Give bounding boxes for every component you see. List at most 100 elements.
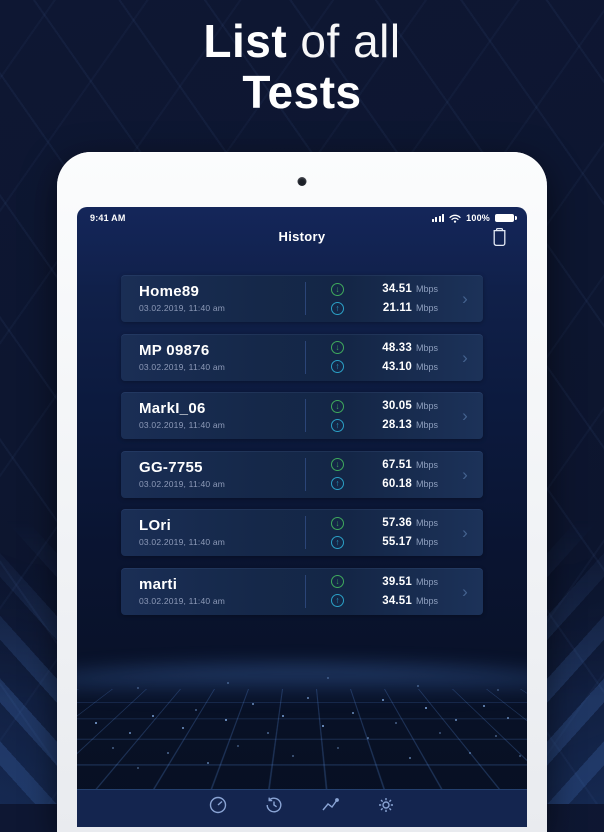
download-stat: ↓ 39.51 Mbps bbox=[331, 575, 447, 589]
row-divider bbox=[305, 282, 306, 315]
upload-stat: ↑ 21.11 Mbps bbox=[331, 301, 447, 315]
row-info: MP 09876 03.02.2019, 11:40 am bbox=[121, 341, 305, 372]
app-header: History bbox=[77, 223, 527, 263]
chart-icon bbox=[322, 798, 339, 811]
upload-stat: ↑ 55.17 Mbps bbox=[331, 535, 447, 549]
tablet-device-frame: 9:41 AM 100% History bbox=[57, 152, 547, 832]
history-row-home89[interactable]: Home89 03.02.2019, 11:40 am ↓ 34.51 Mbps… bbox=[121, 275, 483, 322]
row-speeds: ↓ 39.51 Mbps ↑ 34.51 Mbps bbox=[306, 575, 447, 608]
chevron-right-icon[interactable]: › bbox=[462, 406, 468, 425]
tab-speedtest[interactable] bbox=[208, 795, 228, 815]
upload-value: 21.11 bbox=[382, 302, 412, 314]
history-row-marki06[interactable]: MarkI_06 03.02.2019, 11:40 am ↓ 30.05 Mb… bbox=[121, 392, 483, 439]
chevron-right-icon[interactable]: › bbox=[462, 523, 468, 542]
row-speeds: ↓ 30.05 Mbps ↑ 28.13 Mbps bbox=[306, 399, 447, 432]
page-title-light: of all bbox=[287, 15, 401, 67]
download-stat: ↓ 34.51 Mbps bbox=[331, 282, 447, 296]
history-row-marti[interactable]: marti 03.02.2019, 11:40 am ↓ 39.51 Mbps … bbox=[121, 567, 483, 615]
row-info: marti 03.02.2019, 11:40 am bbox=[121, 575, 305, 606]
battery-icon bbox=[495, 213, 517, 223]
download-value: 48.33 bbox=[382, 341, 412, 354]
test-date: 03.02.2019, 11:40 am bbox=[139, 420, 226, 430]
download-value: 39.51 bbox=[382, 575, 412, 588]
test-date: 03.02.2019, 11:40 am bbox=[139, 303, 226, 313]
download-stat: ↓ 30.05 Mbps bbox=[331, 399, 447, 413]
status-indicators: 100% bbox=[431, 213, 517, 223]
download-value: 57.36 bbox=[382, 517, 412, 529]
upload-icon: ↑ bbox=[331, 535, 344, 549]
download-unit: Mbps bbox=[416, 401, 439, 411]
test-date: 03.02.2019, 11:40 am bbox=[139, 478, 226, 489]
chevron-right-icon[interactable]: › bbox=[462, 347, 468, 367]
trash-icon bbox=[493, 227, 505, 246]
tab-results[interactable] bbox=[320, 795, 340, 815]
history-row-mp09876[interactable]: MP 09876 03.02.2019, 11:40 am ↓ 48.33 Mb… bbox=[121, 333, 483, 381]
page-title-line2: Tests bbox=[242, 66, 362, 118]
upload-icon: ↑ bbox=[331, 301, 344, 315]
cellular-signal-icon bbox=[431, 214, 445, 222]
tab-settings[interactable] bbox=[376, 795, 396, 815]
test-name: MP 09876 bbox=[139, 341, 210, 359]
test-name: LOri bbox=[139, 517, 172, 534]
upload-icon: ↑ bbox=[331, 360, 344, 373]
page-title-bold: List bbox=[203, 15, 288, 67]
history-row-lori[interactable]: LOri 03.02.2019, 11:40 am ↓ 57.36 Mbps ↑… bbox=[121, 509, 483, 556]
upload-stat: ↑ 43.10 Mbps bbox=[331, 360, 447, 374]
row-speeds: ↓ 48.33 Mbps ↑ 43.10 Mbps bbox=[306, 341, 447, 374]
upload-unit: Mbps bbox=[416, 478, 439, 489]
chevron-right-icon[interactable]: › bbox=[462, 464, 468, 484]
download-icon: ↓ bbox=[331, 341, 344, 354]
app-screen: 9:41 AM 100% History bbox=[77, 207, 527, 827]
upload-value: 43.10 bbox=[382, 360, 412, 373]
upload-unit: Mbps bbox=[416, 595, 439, 606]
download-value: 34.51 bbox=[382, 283, 412, 295]
tab-history[interactable] bbox=[264, 795, 284, 815]
upload-stat: ↑ 28.13 Mbps bbox=[331, 418, 447, 432]
upload-stat: ↑ 60.18 Mbps bbox=[331, 477, 447, 491]
clear-history-button[interactable] bbox=[487, 225, 511, 251]
upload-stat: ↑ 34.51 Mbps bbox=[331, 594, 447, 608]
download-icon: ↓ bbox=[331, 399, 344, 413]
download-unit: Mbps bbox=[416, 459, 439, 470]
upload-unit: Mbps bbox=[416, 420, 439, 430]
upload-icon: ↑ bbox=[331, 477, 344, 490]
row-info: GG-7755 03.02.2019, 11:40 am bbox=[121, 459, 305, 489]
upload-unit: Mbps bbox=[416, 361, 439, 372]
page-title-line1: List of all bbox=[0, 16, 604, 67]
front-camera-dot bbox=[297, 177, 307, 186]
test-name: MarkI_06 bbox=[139, 400, 206, 417]
history-list: Home89 03.02.2019, 11:40 am ↓ 34.51 Mbps… bbox=[77, 275, 527, 615]
upload-value: 34.51 bbox=[382, 594, 412, 607]
download-unit: Mbps bbox=[416, 284, 439, 294]
download-value: 67.51 bbox=[382, 458, 412, 471]
row-divider bbox=[305, 399, 306, 432]
chevron-right-icon[interactable]: › bbox=[462, 289, 468, 308]
mesh-dots bbox=[77, 627, 79, 629]
history-icon bbox=[266, 797, 282, 813]
download-icon: ↓ bbox=[331, 575, 344, 588]
test-date: 03.02.2019, 11:40 am bbox=[139, 595, 226, 606]
status-bar: 9:41 AM 100% bbox=[77, 207, 527, 223]
upload-unit: Mbps bbox=[416, 303, 439, 313]
history-row-gg7755[interactable]: GG-7755 03.02.2019, 11:40 am ↓ 67.51 Mbp… bbox=[121, 450, 483, 498]
test-date: 03.02.2019, 11:40 am bbox=[139, 537, 226, 547]
upload-value: 60.18 bbox=[382, 477, 412, 490]
wifi-icon bbox=[449, 214, 461, 223]
screen-title: History bbox=[278, 229, 326, 244]
download-value: 30.05 bbox=[382, 400, 412, 412]
row-info: LOri 03.02.2019, 11:40 am bbox=[121, 517, 305, 548]
row-divider bbox=[305, 516, 306, 549]
gauge-icon bbox=[209, 796, 227, 814]
network-mesh-graphic bbox=[77, 627, 527, 789]
status-time: 9:41 AM bbox=[90, 213, 126, 223]
test-name: Home89 bbox=[139, 283, 200, 300]
upload-value: 28.13 bbox=[382, 419, 412, 431]
chevron-right-icon[interactable]: › bbox=[462, 581, 468, 601]
download-stat: ↓ 48.33 Mbps bbox=[331, 341, 447, 355]
row-divider bbox=[305, 457, 306, 491]
row-info: Home89 03.02.2019, 11:40 am bbox=[121, 283, 305, 314]
upload-icon: ↑ bbox=[331, 418, 344, 432]
test-name: marti bbox=[139, 575, 178, 593]
bottom-tab-bar bbox=[77, 789, 527, 827]
gear-icon bbox=[379, 798, 393, 812]
